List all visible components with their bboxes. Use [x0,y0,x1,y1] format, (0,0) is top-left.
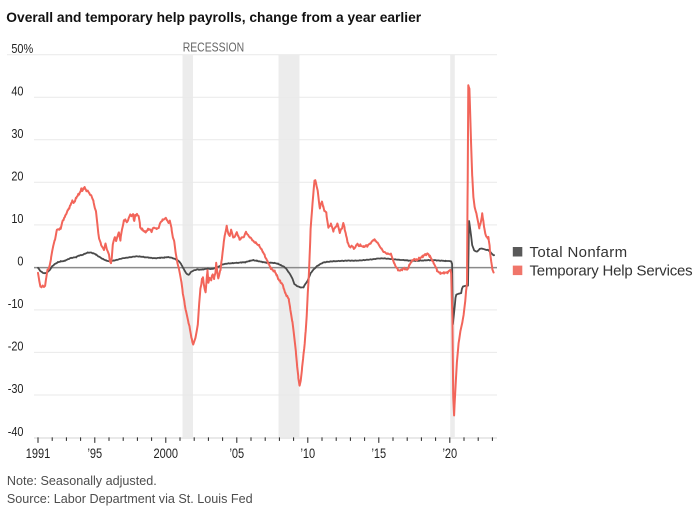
svg-text:’10: ’10 [300,446,315,461]
svg-text:20: 20 [11,169,23,184]
svg-text:40: 40 [11,84,23,99]
svg-text:0: 0 [17,254,23,269]
svg-text:-30: -30 [8,381,24,396]
svg-text:Total Nonfarm: Total Nonfarm [530,244,628,261]
svg-text:-40: -40 [8,424,24,439]
svg-text:%: % [24,41,34,56]
svg-text:’20: ’20 [442,446,457,461]
svg-text:RECESSION: RECESSION [183,42,244,55]
svg-text:30: 30 [11,126,23,141]
svg-text:2000: 2000 [154,446,179,461]
svg-text:1991: 1991 [26,446,51,461]
svg-text:50: 50 [11,41,23,56]
svg-text:Note: Seasonally adjusted.: Note: Seasonally adjusted. [7,474,157,488]
svg-text:-10: -10 [8,296,24,311]
svg-text:Source: Labor Department via S: Source: Labor Department via St. Louis F… [7,492,253,506]
svg-text:’95: ’95 [87,446,102,461]
svg-text:’15: ’15 [371,446,386,461]
svg-text:Temporary Help Services: Temporary Help Services [530,263,693,280]
svg-text:10: 10 [11,211,23,226]
svg-text:Overall and temporary help pay: Overall and temporary help payrolls, cha… [6,10,421,25]
svg-text:’05: ’05 [229,446,244,461]
svg-text:-20: -20 [8,339,24,354]
